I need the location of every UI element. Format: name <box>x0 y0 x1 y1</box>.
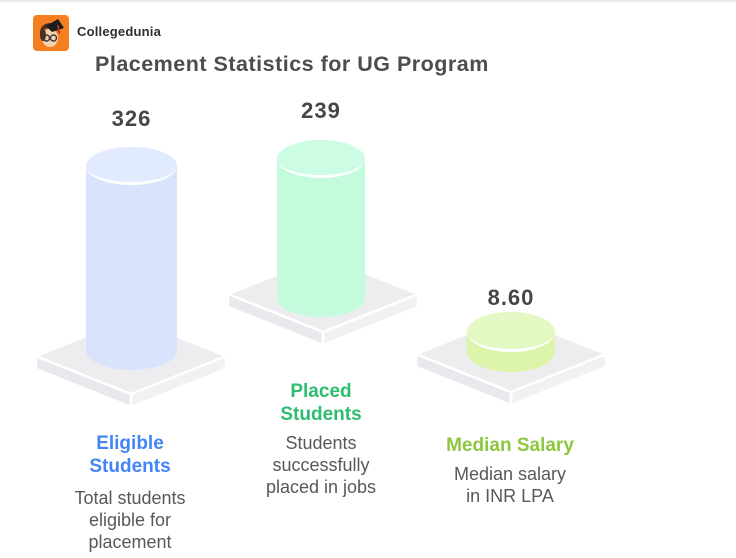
bar-category-label: Placed Students <box>280 381 362 426</box>
bar-description: Median salary in INR LPA <box>453 464 567 506</box>
page-title: Placement Statistics for UG Program <box>95 52 489 76</box>
cylinder-bar-placed <box>277 140 365 317</box>
logo-mascot-icon <box>33 15 69 51</box>
cylinder-bar-eligible <box>86 147 177 370</box>
bar-value-label: 8.60 <box>487 285 535 310</box>
bar-description: Students successfully placed in jobs <box>265 433 377 497</box>
collegedunia-logo-icon <box>33 15 69 51</box>
top-border-line <box>0 0 736 2</box>
bar-description: Total students eligible for placement <box>74 488 186 552</box>
brand-name: Collegedunia <box>77 24 162 39</box>
bar-category-label: Eligible Students <box>89 433 171 478</box>
cylinder-bar-median-salary <box>467 312 555 372</box>
bar-value-label: 326 <box>111 106 152 131</box>
bar-category-label: Median Salary <box>446 435 574 456</box>
bar-value-label: 239 <box>301 98 341 123</box>
